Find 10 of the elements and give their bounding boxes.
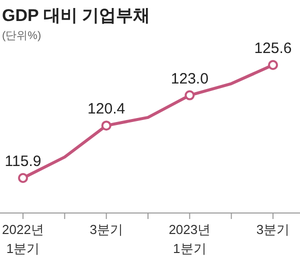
title: GDP 대비 기업부채 <box>2 6 150 25</box>
subtitle: (단위%) <box>2 30 42 42</box>
x-tick-label: 2023년 1분기 <box>168 222 211 256</box>
data-label: 120.4 <box>88 100 126 118</box>
x-tick-label: 3분기 <box>90 222 123 237</box>
data-label: 125.6 <box>254 40 292 57</box>
x-tick-label: 3분기 <box>256 222 290 237</box>
data-label: 123.0 <box>170 70 208 88</box>
x-tick-label: 2022년 1분기 <box>2 222 44 256</box>
data-label: 115.9 <box>4 153 42 170</box>
